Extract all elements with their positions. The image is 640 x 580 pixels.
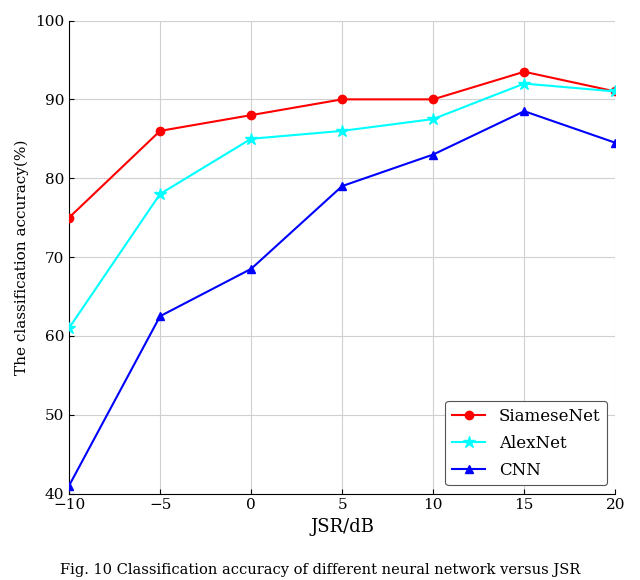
SiameseNet [65, 214, 73, 221]
CNN [247, 266, 255, 273]
SiameseNet [429, 96, 437, 103]
CNN [65, 482, 73, 489]
CNN [520, 108, 528, 115]
CNN [429, 151, 437, 158]
Line: CNN: CNN [65, 107, 620, 490]
CNN [339, 183, 346, 190]
Line: SiameseNet: SiameseNet [65, 68, 620, 222]
CNN [611, 139, 619, 146]
SiameseNet [247, 111, 255, 118]
SiameseNet [339, 96, 346, 103]
Text: Fig. 10 Classification accuracy of different neural network versus JSR: Fig. 10 Classification accuracy of diffe… [60, 563, 580, 577]
AlexNet [247, 135, 255, 142]
CNN [156, 313, 164, 320]
SiameseNet [520, 68, 528, 75]
AlexNet [156, 190, 164, 197]
X-axis label: JSR/dB: JSR/dB [310, 518, 374, 536]
AlexNet [65, 325, 73, 332]
AlexNet [520, 80, 528, 87]
AlexNet [429, 115, 437, 122]
AlexNet [611, 88, 619, 95]
SiameseNet [156, 128, 164, 135]
Y-axis label: The classification accuracy(%): The classification accuracy(%) [15, 139, 29, 375]
SiameseNet [611, 88, 619, 95]
AlexNet [339, 128, 346, 135]
Legend: SiameseNet, AlexNet, CNN: SiameseNet, AlexNet, CNN [445, 401, 607, 485]
Line: AlexNet: AlexNet [63, 77, 621, 334]
